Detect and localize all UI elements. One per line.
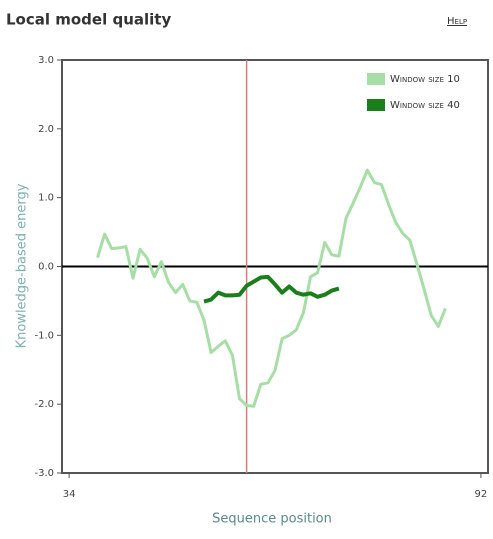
y-tick-label: -1.0 — [34, 330, 54, 341]
chart-title: Local model quality — [6, 11, 171, 29]
legend-swatch — [367, 73, 385, 85]
y-tick-label: 0.0 — [38, 262, 54, 273]
legend-swatch — [367, 99, 385, 111]
y-tick-label: -3.0 — [34, 468, 54, 479]
help-link[interactable]: Help — [447, 16, 467, 27]
y-tick-label: -2.0 — [34, 399, 54, 410]
y-axis-label: Knowledge-based energy — [15, 183, 30, 348]
x-tick-label: 34 — [63, 489, 76, 500]
series-line — [96, 168, 447, 408]
series-line — [203, 274, 340, 304]
legend-label: Window size 40 — [390, 100, 460, 111]
y-tick-label: 1.0 — [38, 193, 54, 204]
y-tick-label: 2.0 — [38, 124, 54, 135]
legend-label: Window size 10 — [390, 74, 460, 85]
x-tick-label: 92 — [475, 489, 488, 500]
x-axis-label: Sequence position — [212, 512, 332, 527]
y-tick-label: 3.0 — [38, 55, 54, 66]
